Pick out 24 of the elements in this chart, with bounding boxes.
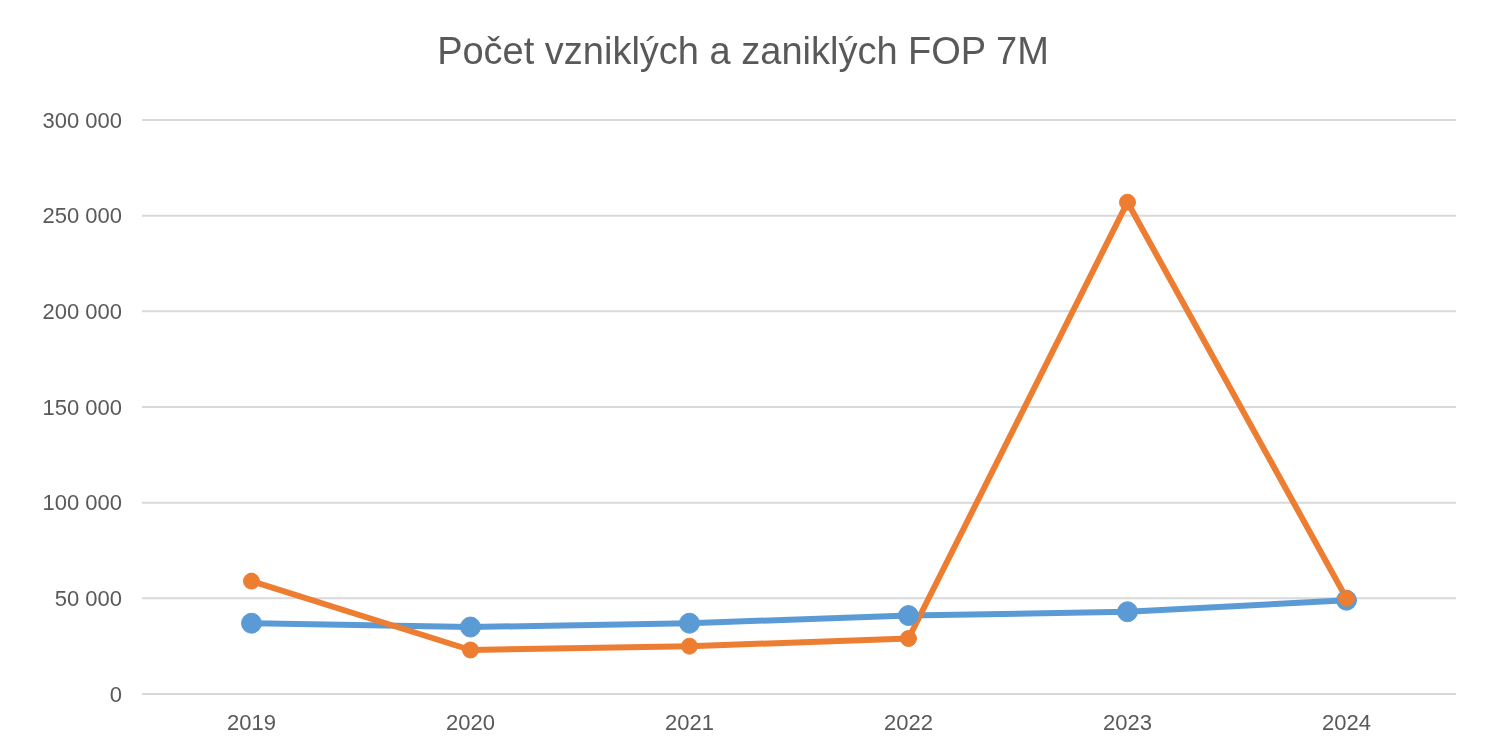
point bbox=[241, 612, 262, 634]
y-tick-label: 100 000 bbox=[42, 490, 122, 516]
point bbox=[900, 630, 917, 648]
y-tick-label: 150 000 bbox=[42, 394, 122, 420]
x-tick-label: 2024 bbox=[1322, 709, 1371, 735]
point bbox=[460, 616, 481, 638]
y-tick-label: 250 000 bbox=[42, 203, 122, 229]
x-tick-label: 2022 bbox=[884, 709, 933, 735]
x-tick-label: 2023 bbox=[1103, 709, 1152, 735]
chart-title: Počet vzniklých a zaniklých FOP 7M bbox=[436, 29, 1050, 74]
x-tick-label: 2019 bbox=[227, 709, 276, 735]
point bbox=[681, 637, 698, 655]
point bbox=[898, 605, 919, 627]
x-tick-label: 2020 bbox=[446, 709, 495, 735]
x-tick-label: 2021 bbox=[665, 709, 714, 735]
y-tick-label: 0 bbox=[109, 681, 122, 707]
point bbox=[243, 572, 260, 590]
point bbox=[679, 612, 700, 634]
point bbox=[462, 641, 479, 659]
y-tick-label: 200 000 bbox=[42, 299, 122, 325]
point bbox=[1119, 193, 1136, 211]
point bbox=[1117, 601, 1138, 623]
y-tick-label: 300 000 bbox=[42, 107, 122, 133]
y-tick-label: 50 000 bbox=[54, 586, 122, 612]
